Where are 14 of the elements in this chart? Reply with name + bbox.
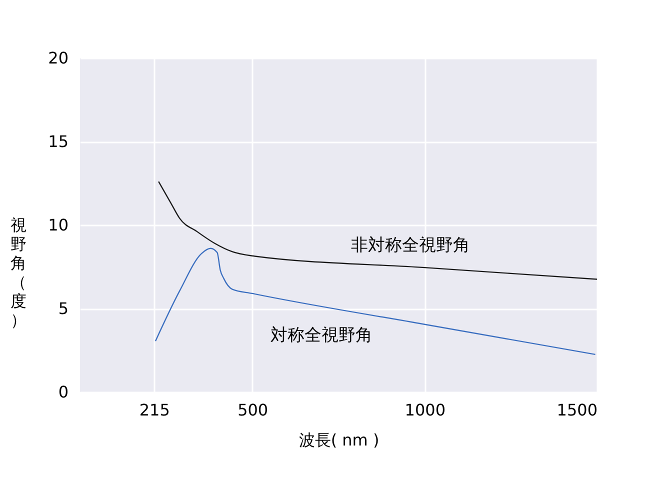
y-tick-label: 5 (58, 299, 68, 318)
series-label: 対称全視野角 (270, 325, 372, 346)
x-tick-label: 1000 (404, 400, 446, 420)
y-tick-label: 0 (58, 382, 68, 402)
y-tick-label: 10 (48, 216, 68, 234)
line-series (158, 180, 598, 280)
x-tick-label: 500 (238, 400, 268, 420)
x-tick-label: 215 (139, 400, 170, 420)
y-tick-label: 15 (48, 132, 68, 151)
x-axis-title: 波長( nm ) (298, 430, 380, 450)
y-axis-title: 視野角（度） (10, 216, 26, 330)
x-tick-label: 1500 (556, 400, 598, 420)
y-tick-label: 20 (48, 48, 68, 68)
series-label: 非対称全視野角 (351, 236, 470, 256)
